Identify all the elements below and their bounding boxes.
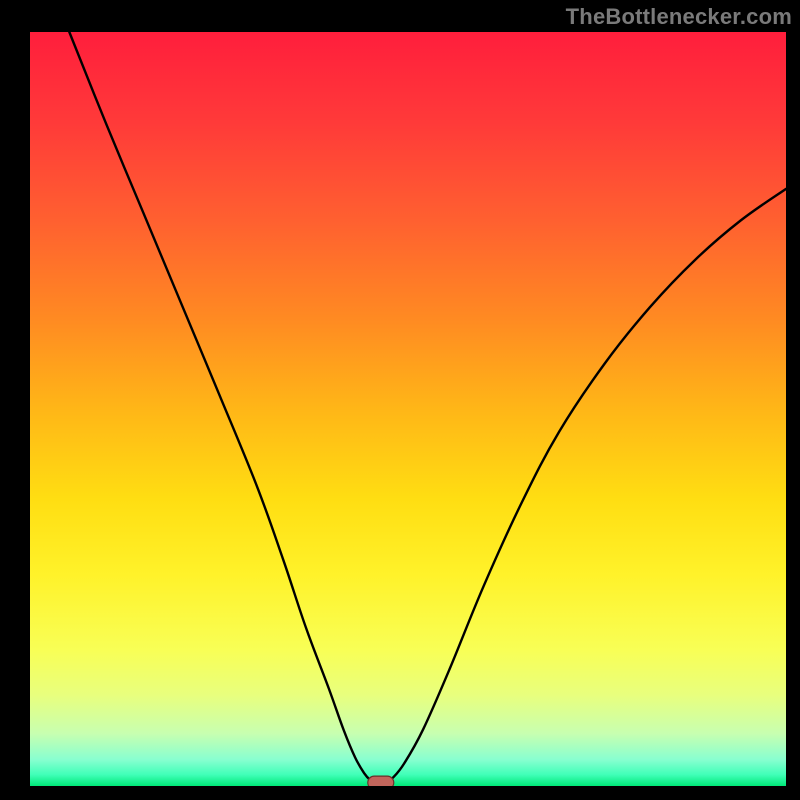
gradient-background [30, 32, 786, 786]
chart-frame: TheBottlenecker.com [0, 0, 800, 800]
border-bottom [0, 786, 800, 800]
watermark-text: TheBottlenecker.com [566, 4, 792, 30]
border-left [0, 0, 30, 800]
border-right [786, 0, 800, 800]
bottleneck-chart [0, 0, 800, 800]
